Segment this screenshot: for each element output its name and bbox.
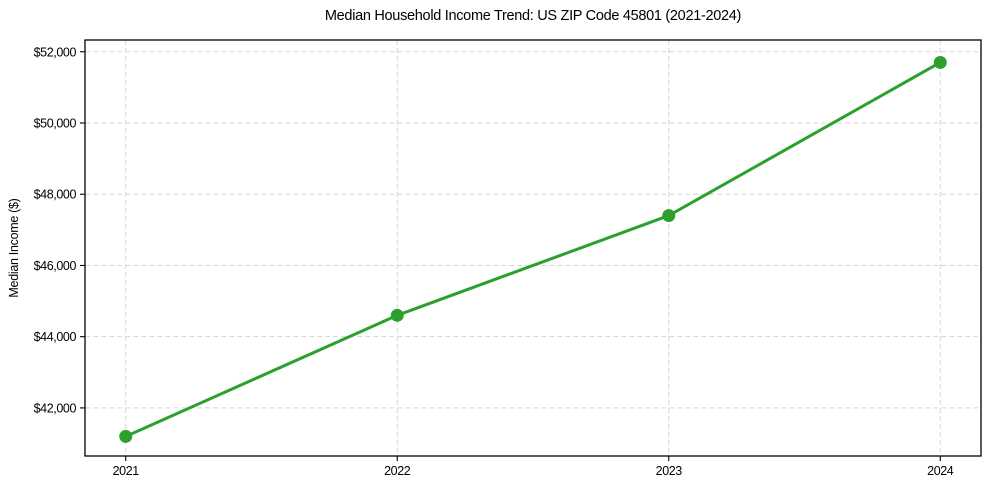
y-tick-label: $52,000 [34,45,77,59]
data-series [119,55,947,443]
data-point-marker [662,209,676,223]
data-point-marker [390,308,404,322]
y-tick-label: $48,000 [34,188,77,202]
axes: $42,000 $44,000 $46,000 $48,000 $50,000 $52,0… [34,39,982,478]
x-tick-label: 2022 [384,464,411,478]
data-point-marker [119,429,133,443]
chart-title: Median Household Income Trend: US ZIP Co… [324,8,742,24]
y-tick-label: $44,000 [34,330,77,344]
y-tick-label: $42,000 [34,401,77,415]
x-tick-label: 2024 [927,464,954,478]
x-tick-label: 2023 [656,464,683,478]
y-tick-label: $50,000 [34,116,77,130]
plot-border [84,39,982,457]
trend-line [124,60,942,438]
x-tick-label: 2021 [113,464,140,478]
data-point-marker [933,55,947,69]
y-tick-label: $46,000 [34,259,77,273]
